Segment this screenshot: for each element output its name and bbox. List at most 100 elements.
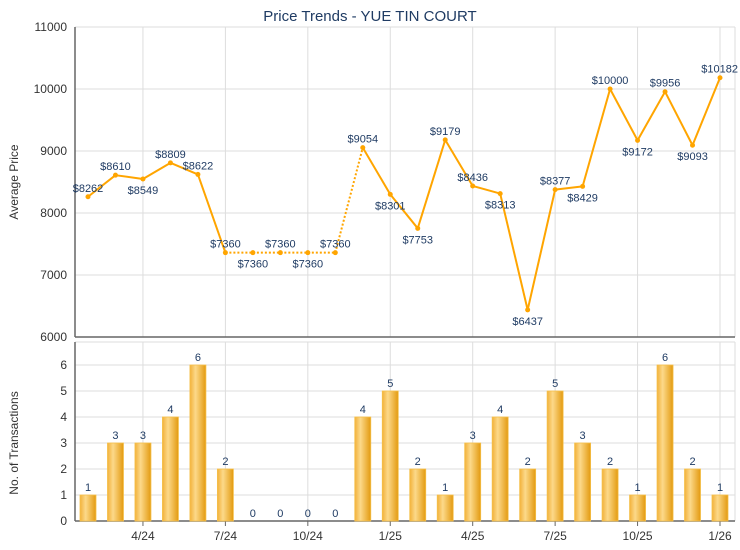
transaction-bar	[354, 416, 372, 522]
price-data-label: $10182	[701, 64, 738, 76]
x-tick-label: 7/25	[543, 529, 567, 543]
price-point	[415, 225, 421, 231]
price-line-segment	[526, 189, 557, 311]
price-line-segment	[170, 161, 199, 176]
price-point	[607, 86, 613, 92]
transaction-bar	[216, 468, 234, 522]
price-point	[442, 137, 448, 143]
price-y-tick: 10000	[34, 82, 68, 96]
price-line-segment	[444, 139, 474, 187]
price-data-label: $9172	[622, 146, 653, 158]
x-tick-label: 10/25	[623, 529, 653, 543]
transaction-count-label: 2	[222, 456, 228, 468]
transactions-y-axis-label: No. of Transactions	[7, 391, 21, 494]
price-y-tick: 8000	[40, 206, 67, 220]
price-data-label: $8377	[540, 176, 571, 188]
transactions-y-tick: 6	[60, 358, 67, 372]
price-line-segment	[581, 88, 612, 187]
price-line-segment	[499, 193, 529, 311]
transaction-bar	[519, 468, 537, 522]
transaction-bar	[107, 442, 124, 522]
price-point	[85, 194, 91, 200]
price-point	[332, 250, 338, 256]
transaction-count-label: 0	[250, 508, 256, 520]
price-point	[167, 160, 173, 166]
price-data-label: $9956	[650, 78, 681, 90]
transaction-count-label: 0	[305, 508, 311, 520]
price-data-label: $8313	[485, 200, 516, 212]
price-point	[387, 191, 393, 197]
transaction-count-label: 1	[442, 482, 448, 494]
price-point	[690, 142, 696, 148]
price-point	[195, 171, 201, 177]
transaction-count-label: 2	[689, 456, 695, 468]
price-point	[525, 307, 531, 313]
price-data-label: $7360	[293, 259, 324, 271]
price-point	[140, 176, 146, 182]
price-line-segment	[361, 147, 392, 195]
transaction-count-label: 1	[717, 482, 723, 494]
price-y-tick: 7000	[40, 268, 67, 282]
transaction-count-label: 4	[497, 404, 503, 416]
price-point	[222, 250, 228, 256]
transaction-bar	[684, 468, 701, 522]
price-y-tick: 9000	[40, 144, 67, 158]
price-point	[717, 75, 723, 81]
price-data-label: $7360	[210, 239, 241, 251]
transaction-count-label: 1	[635, 482, 641, 494]
transactions-y-tick: 3	[60, 436, 67, 450]
price-data-label: $8429	[567, 192, 598, 204]
transactions-y-tick: 5	[60, 384, 67, 398]
transaction-count-label: 2	[607, 456, 613, 468]
price-point	[305, 250, 311, 256]
price-data-label: $9179	[430, 126, 461, 138]
transactions-bar-chart: 0 1 2 3 4 5 6 4/24 7/24 10/24 1/25 4/25 7/25 10/25 1/2…	[60, 341, 736, 543]
price-line-segment	[334, 147, 364, 253]
transaction-bar	[189, 364, 207, 522]
price-point	[277, 250, 283, 256]
price-data-label: $8262	[73, 183, 104, 195]
price-line-segment	[636, 91, 666, 141]
transaction-bar	[546, 390, 564, 522]
transaction-count-label: 2	[415, 456, 421, 468]
price-data-label: $8301	[375, 200, 406, 212]
transaction-count-label: 5	[387, 378, 393, 390]
transaction-bar	[381, 390, 399, 522]
price-line-segment	[472, 185, 501, 195]
price-data-label: $10000	[592, 75, 629, 87]
price-data-label: $6437	[512, 316, 543, 328]
x-tick-label: 1/25	[379, 529, 403, 543]
transaction-bar	[436, 494, 454, 522]
price-line-segment	[691, 77, 721, 146]
transaction-count-label: 4	[167, 404, 173, 416]
price-data-label: $9093	[677, 151, 708, 163]
price-point	[112, 172, 118, 178]
price-line-segment	[664, 91, 694, 146]
price-data-label: $8436	[457, 172, 488, 184]
x-tick-label: 10/24	[293, 529, 323, 543]
price-line-segment	[142, 161, 171, 180]
transaction-count-label: 0	[332, 508, 338, 520]
transaction-bar	[711, 494, 729, 522]
x-tick-label: 4/24	[131, 529, 155, 543]
transaction-count-label: 3	[470, 430, 476, 442]
transaction-count-label: 2	[525, 456, 531, 468]
price-data-label: $7360	[238, 259, 269, 271]
transaction-count-label: 6	[662, 352, 668, 364]
transaction-count-label: 1	[85, 482, 91, 494]
price-line-chart: 6000 7000 8000 9000 10000 11000 $8262 $8610 $854…	[34, 20, 738, 344]
price-y-tick: 6000	[40, 330, 67, 344]
price-line-segment	[196, 174, 227, 254]
price-point	[552, 187, 558, 193]
transaction-bar	[491, 416, 509, 522]
transactions-y-tick: 0	[60, 514, 67, 528]
price-y-tick: 11000	[35, 20, 68, 34]
transactions-y-tick: 4	[60, 410, 67, 424]
price-line-segment	[389, 193, 419, 229]
price-point	[580, 183, 586, 189]
price-line-segment	[115, 174, 144, 180]
price-line-segment	[555, 185, 583, 191]
price-data-label: $7753	[402, 234, 433, 246]
price-data-label: $7360	[320, 239, 351, 251]
transaction-bar	[601, 468, 619, 522]
